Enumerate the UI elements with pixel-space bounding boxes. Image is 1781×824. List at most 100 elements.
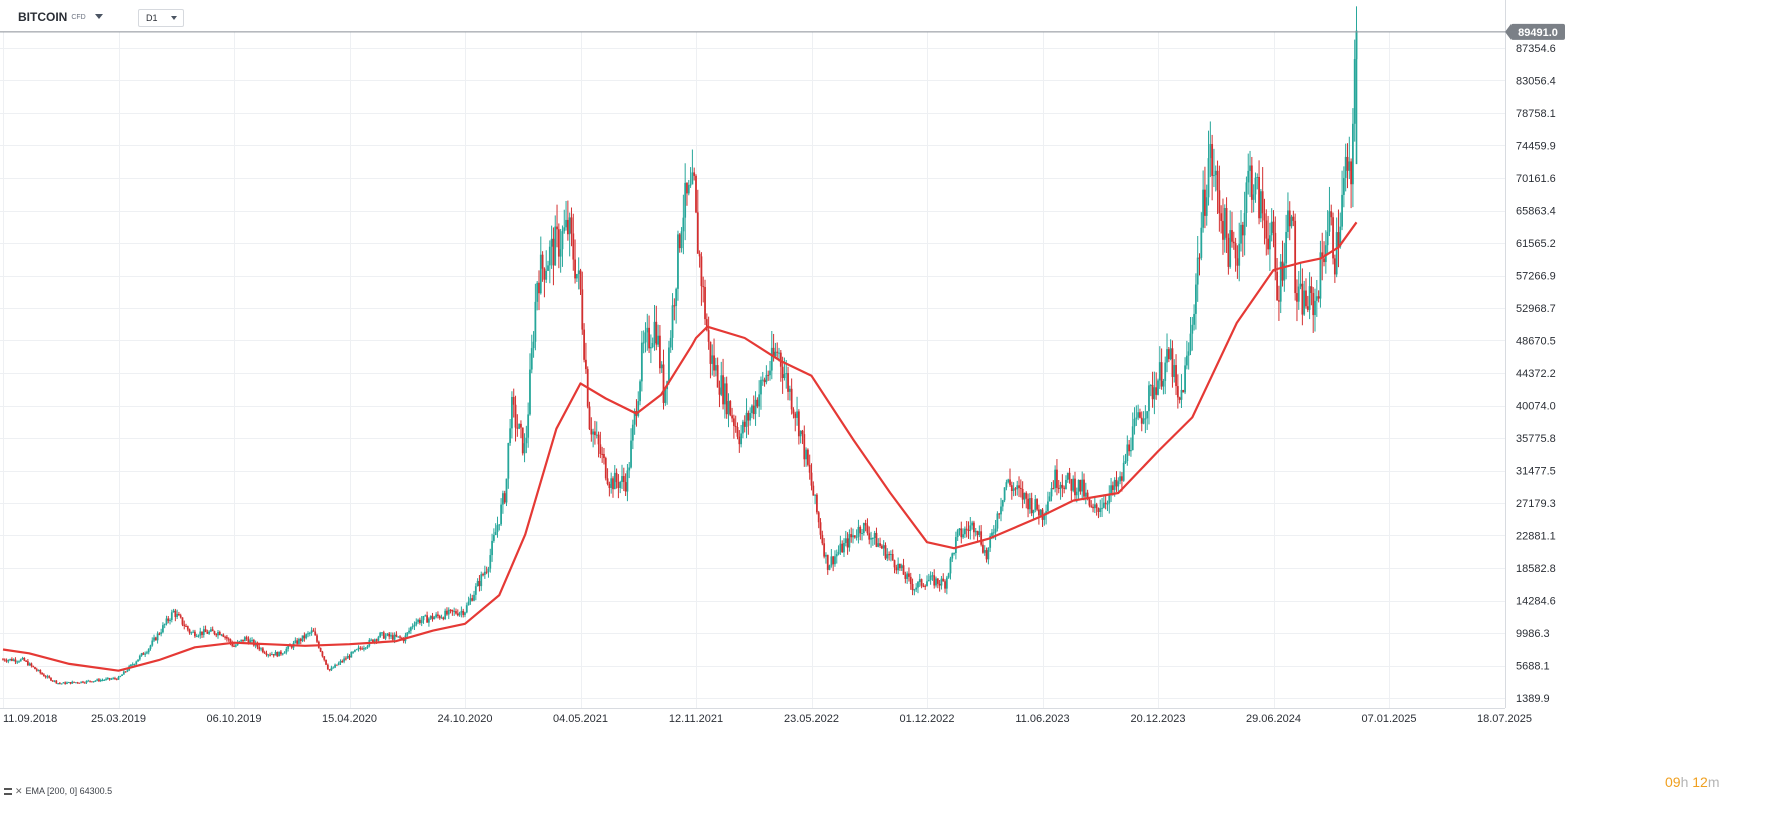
y-tick-label: 5688.1	[1516, 661, 1550, 673]
candle-body	[1059, 484, 1062, 489]
candle	[1258, 160, 1260, 225]
candle-body	[1256, 176, 1259, 178]
candle-body	[355, 649, 358, 651]
candle-body	[619, 481, 622, 488]
candle	[668, 340, 670, 385]
candle-body	[747, 412, 750, 421]
candle	[649, 334, 652, 364]
candle-body	[1018, 485, 1020, 488]
candle-body	[1207, 158, 1210, 198]
candle-body	[400, 637, 403, 639]
candle	[169, 618, 171, 625]
candle	[868, 526, 871, 545]
candle	[841, 540, 844, 553]
candle-body	[1292, 216, 1295, 221]
candle	[850, 527, 853, 543]
candle	[608, 481, 611, 497]
candle	[525, 425, 528, 454]
candle-body	[1209, 144, 1212, 159]
candle	[483, 565, 486, 579]
candle-body	[1144, 418, 1147, 420]
candle-body	[112, 678, 115, 680]
candle-body	[1093, 504, 1096, 509]
candle-body	[1323, 258, 1325, 263]
candle-body	[428, 618, 430, 623]
candle	[1243, 191, 1246, 256]
symbol-name[interactable]: BITCOIN	[18, 10, 68, 24]
indicator-label: EMA [200, 0] 64300.5	[25, 786, 113, 796]
candle-body	[1153, 387, 1156, 400]
candle-body	[1344, 156, 1347, 178]
candle	[646, 313, 649, 351]
candle-body	[684, 182, 687, 218]
candle-body	[1187, 351, 1190, 356]
candle-body	[1350, 161, 1353, 185]
candle-body	[1014, 488, 1017, 490]
candle	[46, 674, 49, 679]
candle-body	[962, 534, 964, 538]
candle	[1115, 471, 1118, 492]
candle-body	[122, 671, 125, 675]
candle	[951, 552, 954, 562]
candle	[1153, 371, 1156, 415]
candle-body	[382, 632, 385, 639]
candle	[1332, 212, 1334, 265]
candle	[64, 681, 67, 685]
candle-body	[671, 305, 674, 338]
candle-body	[7, 659, 10, 662]
candle-body	[92, 681, 95, 683]
candle	[138, 654, 141, 661]
candle	[194, 629, 196, 638]
candle-body	[702, 286, 705, 288]
symbol-selector[interactable]: BITCOIN CFD	[18, 10, 86, 24]
candle	[281, 652, 284, 656]
candle-body	[438, 615, 441, 619]
candle-body	[949, 558, 952, 574]
candle-body	[960, 528, 963, 538]
candle	[862, 522, 865, 536]
candle	[1021, 481, 1024, 509]
y-tick-label: 74459.9	[1516, 140, 1556, 152]
candle	[698, 250, 701, 268]
candle-body	[176, 613, 179, 617]
chevron-down-icon[interactable]	[95, 14, 103, 19]
candle	[337, 661, 340, 666]
candle	[1119, 471, 1122, 485]
candle	[433, 615, 436, 620]
candle-body	[361, 648, 364, 650]
candle-body	[491, 540, 493, 556]
candle-body	[933, 575, 936, 586]
candle	[415, 618, 418, 627]
candle	[927, 573, 930, 582]
candle	[566, 200, 569, 241]
candle	[640, 330, 643, 392]
candle-body	[1326, 231, 1329, 246]
timeframe-dropdown[interactable]: D1	[138, 9, 184, 27]
candle-body	[967, 529, 970, 531]
candle-body	[626, 470, 629, 492]
candle	[947, 572, 950, 579]
price-tag-box	[1511, 23, 1565, 40]
candle	[420, 616, 423, 627]
y-tick-label: 1389.9	[1516, 693, 1550, 705]
candle-body	[19, 659, 22, 662]
candle	[655, 305, 658, 351]
candle	[1238, 222, 1241, 282]
candle-body	[305, 634, 308, 639]
close-icon[interactable]: ✕	[15, 786, 23, 796]
candle-body	[1135, 417, 1138, 419]
candle	[788, 385, 791, 401]
candle	[967, 521, 970, 539]
candle	[929, 571, 932, 585]
candle-body	[924, 585, 927, 587]
menu-icon[interactable]	[4, 788, 12, 796]
candle	[530, 334, 533, 374]
candle	[492, 528, 495, 543]
candle	[1016, 480, 1019, 496]
candle	[14, 657, 17, 665]
candle	[50, 677, 52, 682]
candle-body	[199, 631, 202, 636]
candle-body	[114, 678, 116, 680]
candle	[1348, 136, 1351, 180]
